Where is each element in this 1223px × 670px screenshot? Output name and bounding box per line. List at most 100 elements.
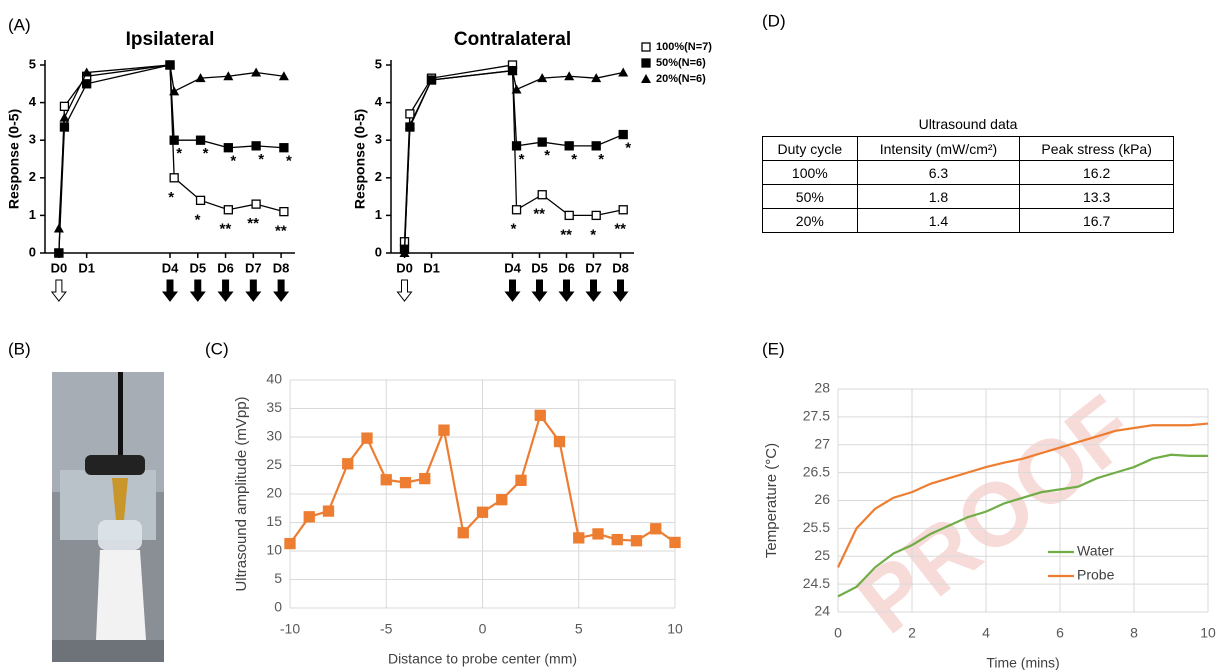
table: Duty cycleIntensity (mW/cm²)Peak stress … xyxy=(762,136,1174,233)
marker xyxy=(592,211,600,219)
marker xyxy=(641,74,651,83)
table-cell: Duty cycle xyxy=(763,137,858,161)
x-axis-label: Time (mins) xyxy=(986,655,1059,670)
y-axis-label: Temperature (°C) xyxy=(763,443,780,558)
y-tick-label: 26 xyxy=(814,491,830,507)
y-tick-label: 10 xyxy=(266,542,282,558)
table-title: Ultrasound data xyxy=(762,116,1174,132)
x-tick-label: 6 xyxy=(1056,625,1064,641)
significance: * xyxy=(258,151,264,168)
marker xyxy=(538,191,546,199)
legend-label: 100%(N=7) xyxy=(656,41,712,53)
x-tick-label: D6 xyxy=(217,260,234,275)
table-cell: Intensity (mW/cm²) xyxy=(857,137,1020,161)
marker xyxy=(478,507,488,517)
x-tick-label: -5 xyxy=(380,621,393,637)
significance: * xyxy=(203,145,209,162)
y-tick-label: 40 xyxy=(266,371,282,387)
marker xyxy=(60,102,68,110)
marker xyxy=(642,59,650,67)
arrow xyxy=(506,280,520,301)
y-tick-label: 30 xyxy=(266,428,282,444)
table-cell: 13.3 xyxy=(1020,185,1174,209)
chart: (A) (B) (C) (D) (E) PROOFIpsilateral0123… xyxy=(0,0,1223,670)
y-tick-label: 2 xyxy=(375,169,382,184)
table-cell: 16.7 xyxy=(1020,209,1174,233)
marker xyxy=(538,138,546,146)
marker xyxy=(224,206,232,214)
significance: ** xyxy=(533,206,545,223)
y-tick-label: 35 xyxy=(266,399,282,415)
arrow xyxy=(219,280,233,301)
y-axis-label: Response (0-5) xyxy=(352,109,368,209)
y-tick-label: 1 xyxy=(375,207,382,222)
table-cell: 6.3 xyxy=(857,161,1020,185)
y-tick-label: 0 xyxy=(29,244,36,259)
marker xyxy=(565,211,573,219)
y-tick-label: 3 xyxy=(375,132,382,147)
x-tick-label: D8 xyxy=(612,260,629,275)
y-tick-label: 26.5 xyxy=(803,463,830,479)
marker xyxy=(619,131,627,139)
marker xyxy=(401,478,411,488)
marker xyxy=(381,475,391,485)
marker xyxy=(458,528,468,538)
significance: ** xyxy=(560,226,572,243)
marker xyxy=(513,142,521,150)
y-axis-label: Ultrasound amplitude (mVpp) xyxy=(233,396,250,591)
significance: * xyxy=(230,153,236,170)
legend-label: Water xyxy=(1077,543,1114,559)
marker xyxy=(619,206,627,214)
marker xyxy=(497,495,507,505)
marker xyxy=(252,142,260,150)
x-tick-label: D7 xyxy=(585,260,602,275)
chart-title: Contralateral xyxy=(454,29,571,50)
x-tick-label: D0 xyxy=(396,260,413,275)
significance: * xyxy=(598,151,604,168)
marker xyxy=(565,142,573,150)
arrow xyxy=(560,280,574,301)
marker xyxy=(251,68,261,77)
table-cell: 1.4 xyxy=(857,209,1020,233)
y-tick-label: 1 xyxy=(29,207,36,222)
marker xyxy=(516,475,526,485)
significance: ** xyxy=(614,221,626,238)
y-tick-label: 5 xyxy=(29,56,36,71)
significance: * xyxy=(625,140,631,157)
y-tick-label: 25.5 xyxy=(803,519,830,535)
x-tick-label: 0 xyxy=(479,621,487,637)
marker xyxy=(555,437,565,447)
marker xyxy=(197,136,205,144)
table-cell: 16.2 xyxy=(1020,161,1174,185)
table-cell: 1.8 xyxy=(857,185,1020,209)
x-tick-label: 10 xyxy=(667,621,683,637)
marker xyxy=(513,206,521,214)
marker xyxy=(83,80,91,88)
x-axis-label: Distance to probe center (mm) xyxy=(388,651,577,667)
marker xyxy=(651,524,661,534)
significance: ** xyxy=(219,221,231,238)
y-tick-label: 2 xyxy=(29,169,36,184)
arrow xyxy=(191,280,205,301)
x-tick-label: -10 xyxy=(280,621,300,637)
marker xyxy=(304,512,314,522)
marker xyxy=(612,535,622,545)
x-tick-label: D0 xyxy=(51,260,68,275)
table-cell: 50% xyxy=(763,185,858,209)
significance: * xyxy=(286,153,292,170)
arrow xyxy=(163,280,177,301)
significance: * xyxy=(195,211,201,228)
table-cell: 100% xyxy=(763,161,858,185)
table-cell: 20% xyxy=(763,209,858,233)
marker xyxy=(54,224,64,233)
x-tick-label: D5 xyxy=(531,260,548,275)
x-tick-label: 0 xyxy=(834,625,842,641)
y-tick-label: 0 xyxy=(375,244,382,259)
arrow xyxy=(274,280,288,301)
marker xyxy=(670,537,680,547)
y-tick-label: 4 xyxy=(29,94,37,109)
panel-label: (B) xyxy=(8,339,31,358)
marker xyxy=(285,539,295,549)
legend-label: Probe xyxy=(1077,567,1115,583)
